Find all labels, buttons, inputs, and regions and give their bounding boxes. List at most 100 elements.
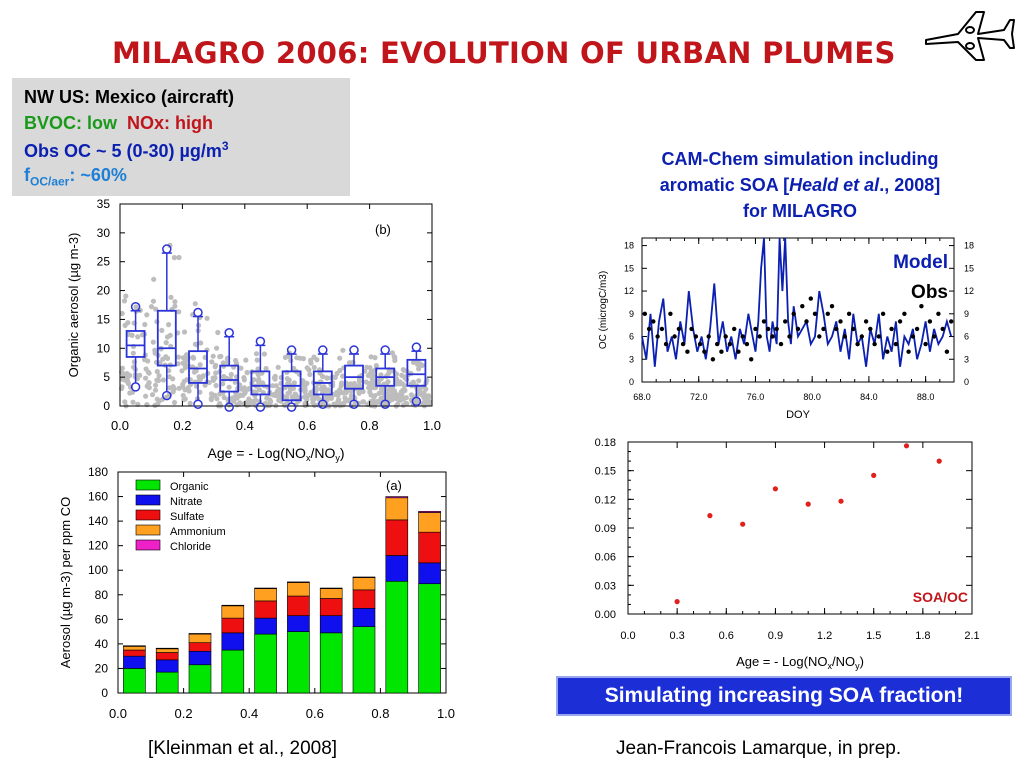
background-point <box>251 377 257 383</box>
aerosol-stacked-bar-chart: 0 20 40 60 80 100 120 140 160 180 0.0 0.2 0.4 0.6 0.8 1… <box>58 465 455 721</box>
background-point <box>334 392 340 398</box>
obs-point <box>791 311 796 316</box>
background-point <box>237 400 243 406</box>
box-outlier <box>318 399 328 409</box>
legend-swatch <box>135 509 161 521</box>
bar-segment <box>352 589 376 609</box>
y-tick-label: 0.03 <box>595 580 616 592</box>
background-point <box>376 390 382 396</box>
caption-line-3: for MILAGRO <box>743 201 857 221</box>
obs-point <box>804 319 809 324</box>
bar-segment <box>188 650 212 666</box>
background-point <box>263 365 269 372</box>
obs-point <box>838 319 843 324</box>
background-point <box>410 359 417 365</box>
x-tick-label: 68.0 <box>633 392 651 402</box>
y-tick-label-left: 18 <box>624 241 634 251</box>
background-point <box>190 354 196 360</box>
background-point <box>167 332 173 338</box>
background-point <box>243 357 249 363</box>
background-point <box>338 383 344 389</box>
obs-point <box>885 349 890 354</box>
box-body <box>219 364 240 393</box>
obs-point <box>855 341 860 347</box>
background-point <box>170 384 176 390</box>
scatter-point <box>805 501 811 507</box>
background-point <box>217 354 223 360</box>
obs-point <box>710 357 716 362</box>
background-point <box>255 366 261 372</box>
background-point <box>121 298 128 304</box>
background-point <box>187 400 193 406</box>
background-point <box>176 385 182 391</box>
background-point <box>370 402 376 408</box>
x-tick-label: 1.5 <box>866 630 881 642</box>
background-point <box>389 350 395 356</box>
background-point <box>416 366 422 372</box>
box-outlier <box>224 327 234 338</box>
background-point <box>152 347 158 353</box>
y-tick-label: 40 <box>95 637 109 651</box>
background-point <box>270 383 276 389</box>
obs-point <box>931 334 937 339</box>
background-point <box>316 396 322 402</box>
background-point <box>175 354 182 360</box>
y-tick-label: 15 <box>97 312 111 326</box>
background-point <box>215 329 221 336</box>
bar-segment <box>155 671 179 694</box>
legend-label: Chloride <box>170 541 211 553</box>
background-point <box>148 304 155 310</box>
y-tick-label: 80 <box>95 588 109 602</box>
bar-segment <box>221 617 245 634</box>
obs-point <box>880 311 886 316</box>
background-point <box>232 379 238 385</box>
background-point <box>392 394 398 400</box>
background-point <box>372 355 378 361</box>
background-point <box>311 354 317 360</box>
box-outlier <box>411 342 422 352</box>
y-tick-label-right: 0 <box>964 377 969 387</box>
background-point <box>175 361 181 367</box>
background-point <box>337 387 343 393</box>
organic-aerosol-boxplot: 0 5 10 15 20 25 30 35 0.0 0.2 0.4 0.6 0.8 1.0 (b) Organ… <box>66 197 441 463</box>
bar-segment <box>123 668 146 694</box>
background-point <box>334 370 340 377</box>
info-obs-oc-sup: 3 <box>221 139 229 153</box>
background-point <box>300 356 306 362</box>
info-nox: NOx: high <box>127 113 214 133</box>
obs-point <box>663 341 669 347</box>
background-point <box>416 378 422 384</box>
background-point <box>350 359 356 365</box>
background-point <box>408 392 414 398</box>
background-point <box>378 372 384 378</box>
info-foc-sub: OC/aer <box>30 174 70 189</box>
obs-point <box>949 319 954 324</box>
cam-chem-caption: CAM-Chem simulation including aromatic S… <box>600 146 1000 224</box>
background-point <box>166 322 172 328</box>
x-tick-label: 1.8 <box>915 630 930 642</box>
background-point <box>368 354 374 360</box>
y-tick-label-right: 15 <box>964 263 974 273</box>
background-point <box>197 362 203 368</box>
info-bvoc: BVOC: low <box>24 113 117 133</box>
scatter-point <box>871 472 877 478</box>
background-point <box>159 327 165 333</box>
background-point <box>335 401 341 407</box>
background-point <box>360 388 366 395</box>
background-point <box>422 399 428 405</box>
x-tick-label: 84.0 <box>860 392 878 402</box>
obs-point <box>659 326 665 332</box>
x-axis-label: Age = - Log(NOx/NOy) <box>208 445 345 463</box>
background-point <box>417 387 423 393</box>
bar-segment <box>352 607 376 628</box>
obs-point <box>651 319 656 324</box>
background-point <box>149 392 156 398</box>
background-point <box>414 361 421 367</box>
y-tick-label: 100 <box>88 563 108 577</box>
background-point <box>145 358 151 364</box>
y-tick-label: 30 <box>97 226 111 240</box>
box-outlier <box>255 402 266 412</box>
background-point <box>398 395 404 401</box>
background-point <box>233 357 239 364</box>
box <box>344 345 364 409</box>
